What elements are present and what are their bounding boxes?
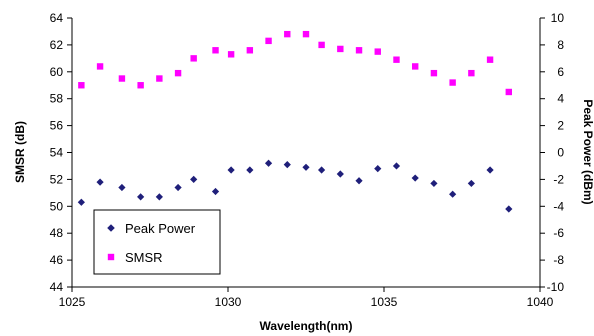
peak-power-point bbox=[174, 183, 182, 192]
y-right-tick-label: 8 bbox=[557, 38, 564, 52]
y-left-tick-label: 52 bbox=[50, 172, 64, 186]
legend-marker-peak-power bbox=[107, 224, 115, 232]
y-axis-right-title: Peak Power (dBm) bbox=[581, 99, 594, 204]
y-left-tick-label: 54 bbox=[50, 146, 64, 160]
y-right-tick-label: -2 bbox=[553, 172, 564, 186]
peak-power-point bbox=[246, 166, 254, 174]
peak-power-point bbox=[336, 170, 344, 178]
legend-label-peak-power: Peak Power bbox=[125, 221, 196, 236]
smsr-point bbox=[156, 75, 163, 82]
smsr-point bbox=[265, 37, 272, 45]
peak-power-point bbox=[190, 175, 198, 183]
x-tick-label: 1025 bbox=[59, 295, 86, 309]
y-right-tick-label: 0 bbox=[557, 146, 564, 160]
peak-power-point bbox=[77, 198, 85, 206]
peak-power-point bbox=[227, 166, 235, 174]
peak-power-point bbox=[302, 163, 310, 171]
smsr-point bbox=[190, 55, 197, 62]
legend-marker-smsr bbox=[107, 253, 115, 261]
y-right-tick-label: -10 bbox=[547, 280, 565, 294]
data-points bbox=[77, 30, 513, 213]
y-left-tick-label: 50 bbox=[50, 199, 64, 213]
x-axis-title: Wavelength(nm) bbox=[260, 319, 353, 333]
tick-marks bbox=[67, 17, 545, 292]
smsr-point bbox=[412, 63, 419, 70]
legend: Peak Power SMSR bbox=[93, 209, 221, 275]
smsr-point bbox=[449, 79, 456, 86]
smsr-point bbox=[212, 47, 219, 54]
y-left-tick-label: 62 bbox=[50, 38, 64, 52]
peak-power-point bbox=[392, 162, 401, 170]
y-left-tick-label: 58 bbox=[50, 92, 64, 106]
x-tick-label: 1030 bbox=[215, 295, 242, 309]
smsr-point bbox=[96, 63, 104, 70]
smsr-point bbox=[337, 45, 344, 53]
smsr-point bbox=[227, 51, 235, 58]
y-right-tick-label: 10 bbox=[551, 11, 565, 25]
tick-labels: 1025 1030 1035 10404446485052545658606264-1… bbox=[50, 11, 565, 309]
smsr-point bbox=[393, 56, 400, 63]
peak-power-point bbox=[137, 193, 145, 201]
y-right-tick-label: 6 bbox=[557, 65, 564, 79]
smsr-point bbox=[137, 82, 144, 89]
smsr-point bbox=[486, 56, 494, 63]
peak-power-point bbox=[374, 165, 382, 173]
peak-power-point bbox=[467, 179, 475, 188]
peak-power-point bbox=[449, 190, 457, 198]
peak-power-point bbox=[355, 177, 363, 185]
peak-power-point bbox=[505, 205, 513, 213]
peak-power-point bbox=[411, 174, 419, 182]
smsr-point bbox=[374, 48, 381, 55]
x-tick-label: 1040 bbox=[527, 295, 554, 309]
y-left-tick-label: 48 bbox=[50, 226, 64, 240]
smsr-point bbox=[118, 75, 126, 82]
y-left-tick-label: 44 bbox=[50, 280, 64, 294]
y-right-tick-label: 2 bbox=[557, 119, 564, 133]
y-left-tick-label: 56 bbox=[50, 119, 64, 133]
y-right-tick-label: 4 bbox=[557, 92, 564, 106]
peak-power-point bbox=[318, 166, 326, 174]
legend-box bbox=[93, 209, 221, 275]
x-tick-label: 1035 bbox=[371, 295, 398, 309]
y-right-tick-label: -6 bbox=[553, 226, 564, 240]
peak-power-point bbox=[264, 159, 273, 167]
y-left-tick-label: 64 bbox=[50, 11, 64, 25]
smsr-point bbox=[174, 69, 182, 77]
y-left-tick-label: 60 bbox=[50, 65, 64, 79]
smsr-point bbox=[430, 69, 438, 77]
peak-power-point bbox=[283, 161, 291, 169]
smsr-point bbox=[284, 30, 291, 38]
smsr-point bbox=[78, 82, 85, 89]
y-axis-left-title: SMSR (dB) bbox=[13, 121, 27, 183]
y-right-tick-label: -4 bbox=[553, 199, 564, 213]
smsr-point bbox=[318, 41, 325, 49]
peak-power-point bbox=[118, 183, 126, 192]
y-left-tick-label: 46 bbox=[50, 253, 64, 267]
legend-label-smsr: SMSR bbox=[125, 250, 163, 265]
peak-power-point bbox=[96, 178, 104, 186]
y-right-tick-label: -8 bbox=[553, 253, 564, 267]
smsr-point bbox=[246, 47, 254, 54]
smsr-point bbox=[505, 88, 512, 96]
peak-power-point bbox=[430, 179, 438, 188]
peak-power-point bbox=[211, 187, 220, 196]
smsr-point bbox=[302, 30, 310, 38]
peak-power-point bbox=[486, 166, 494, 174]
smsr-point bbox=[355, 47, 363, 54]
peak-power-point bbox=[155, 193, 163, 201]
smsr-point bbox=[468, 69, 475, 77]
